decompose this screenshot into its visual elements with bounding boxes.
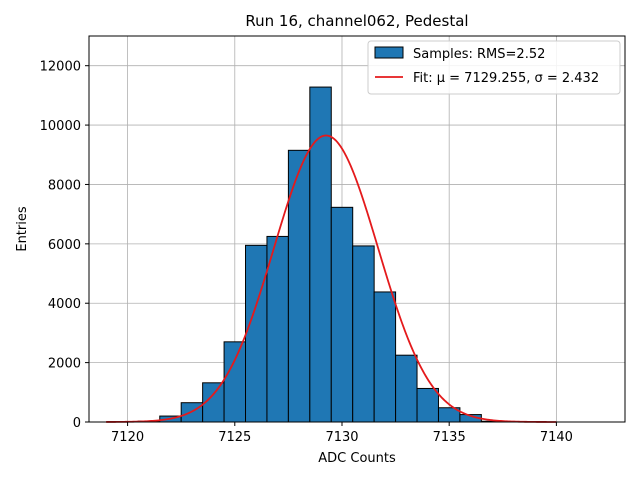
y-tick-label: 0 <box>73 416 81 431</box>
y-tick-label: 4000 <box>48 297 81 312</box>
y-tick-label: 2000 <box>48 357 81 372</box>
histogram-bar <box>352 245 375 423</box>
histogram-bar <box>266 235 289 423</box>
histogram-bar <box>395 354 418 423</box>
legend: Samples: RMS=2.52 Fit: μ = 7129.255, σ =… <box>367 40 621 95</box>
axis-ticks: 7120 7125 7130 7135 7140 0 2000 4000 6000 8000 100… <box>40 60 573 445</box>
x-tick-label: 7125 <box>218 430 251 445</box>
x-axis-label: ADC Counts <box>318 451 396 466</box>
fit-curve-group <box>106 134 557 423</box>
histogram-bar <box>223 341 247 423</box>
y-axis-label: Entries <box>15 206 30 252</box>
x-tick-label: 7140 <box>540 430 573 445</box>
histogram-bar <box>245 244 268 423</box>
legend-box <box>367 40 621 95</box>
legend-label-samples: Samples: RMS=2.52 <box>413 47 545 62</box>
legend-swatch-samples <box>374 46 404 59</box>
fit-curve <box>106 134 557 423</box>
chart-title: Run 16, channel062, Pedestal <box>245 12 468 30</box>
histogram-bar <box>416 387 439 423</box>
histogram-bar <box>373 291 397 423</box>
x-tick-label: 7135 <box>433 430 466 445</box>
y-tick-label: 10000 <box>40 119 81 134</box>
x-tick-label: 7130 <box>325 430 358 445</box>
y-tick-label: 12000 <box>40 60 81 75</box>
plot-frame <box>88 35 626 423</box>
histogram-bar <box>330 206 354 423</box>
x-tick-label: 7120 <box>111 430 144 445</box>
legend-label-fit: Fit: μ = 7129.255, σ = 2.432 <box>413 71 599 86</box>
y-tick-label: 6000 <box>48 238 81 253</box>
y-tick-label: 8000 <box>48 178 81 193</box>
